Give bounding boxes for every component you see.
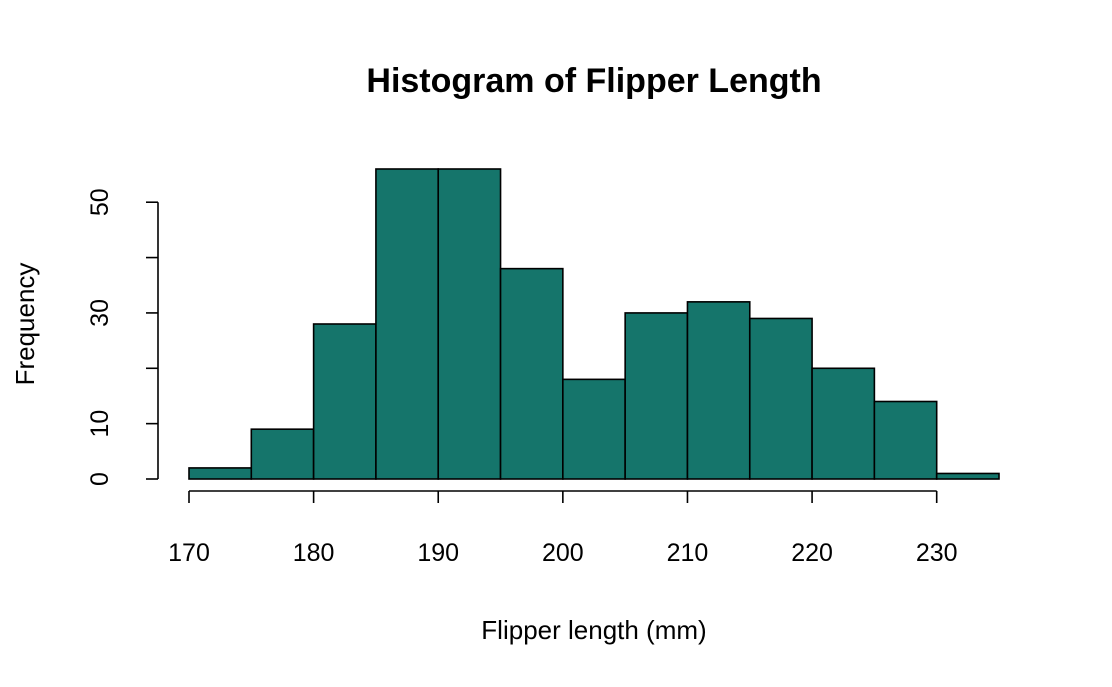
x-tick-label: 220: [791, 539, 833, 567]
histogram-bar: [811, 367, 876, 480]
x-tick-label: 170: [168, 539, 210, 567]
y-axis-label: Frequency: [10, 263, 40, 386]
histogram-bar: [748, 317, 813, 480]
x-tick-label: 190: [417, 539, 459, 567]
histogram-bar: [312, 323, 377, 480]
x-tick-label: 230: [916, 539, 958, 567]
chart-title: Histogram of Flipper Length: [366, 62, 821, 100]
histogram-bar: [935, 472, 1000, 480]
y-tick-label: 50: [86, 188, 114, 216]
x-tick-label: 210: [667, 539, 709, 567]
x-tick-label: 180: [293, 539, 335, 567]
histogram-bar: [250, 428, 315, 480]
histogram-bar: [375, 168, 440, 480]
x-axis: 170 180 190 200 210 220 230: [168, 490, 958, 567]
y-axis: 0 10 30 50: [86, 188, 159, 486]
bars-group: [188, 168, 1000, 480]
histogram-bar: [873, 400, 938, 480]
histogram-bar: [624, 312, 689, 480]
y-tick-label: 30: [86, 299, 114, 327]
histogram-bar: [686, 301, 751, 480]
histogram-bar: [499, 267, 564, 480]
histogram-bar: [437, 168, 502, 480]
histogram-bar: [188, 467, 253, 480]
x-axis-label: Flipper length (mm): [481, 615, 706, 645]
y-tick-label: 0: [86, 472, 114, 486]
x-tick-label: 200: [542, 539, 584, 567]
y-tick-label: 10: [86, 410, 114, 438]
histogram-bar: [562, 378, 626, 480]
